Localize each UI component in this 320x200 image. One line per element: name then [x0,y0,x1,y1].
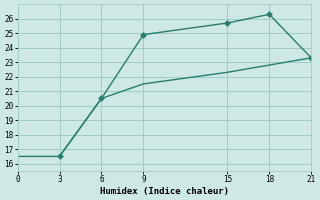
X-axis label: Humidex (Indice chaleur): Humidex (Indice chaleur) [100,187,229,196]
